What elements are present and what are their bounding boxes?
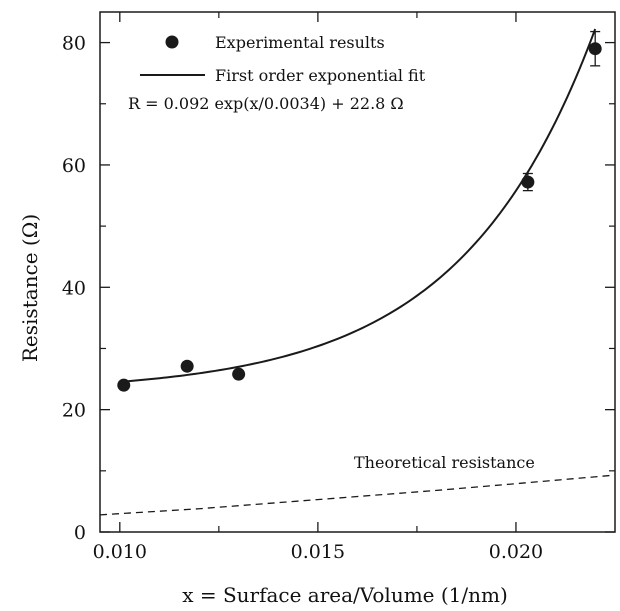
data-point (521, 175, 535, 189)
legend-label-experimental: Experimental results (215, 33, 385, 52)
plot-layer: 0.010 0.015 0.020 0 20 40 60 80 (62, 11, 616, 563)
theoretical-resistance-label: Theoretical resistance (354, 453, 535, 472)
legend: Experimental results First order exponen… (140, 33, 426, 85)
x-tick-label: 0.015 (291, 541, 345, 563)
y-axis-title: Resistance (Ω) (18, 214, 42, 362)
plot-frame (99, 11, 616, 533)
y-tick-label: 60 (62, 155, 86, 177)
data-point (232, 367, 246, 381)
legend-marker-experimental (165, 35, 179, 49)
y-tick-label: 20 (62, 400, 86, 422)
fit-equation-annotation: R = 0.092 exp(x/0.0034) + 22.8 Ω (128, 94, 404, 113)
legend-label-fit: First order exponential fit (215, 66, 426, 85)
x-tick-label: 0.020 (489, 541, 543, 563)
data-point (588, 42, 602, 56)
x-tick-label: 0.010 (93, 541, 147, 563)
data-point (180, 359, 194, 373)
theoretical-resistance-line (100, 474, 615, 516)
exponential-fit-curve (119, 28, 597, 383)
y-tick-label: 0 (74, 522, 86, 544)
x-axis-title: x = Surface area/Volume (1/nm) (182, 583, 508, 607)
y-tick-label: 40 (62, 277, 86, 299)
y-tick-label: 80 (62, 33, 86, 55)
data-point (117, 378, 131, 392)
